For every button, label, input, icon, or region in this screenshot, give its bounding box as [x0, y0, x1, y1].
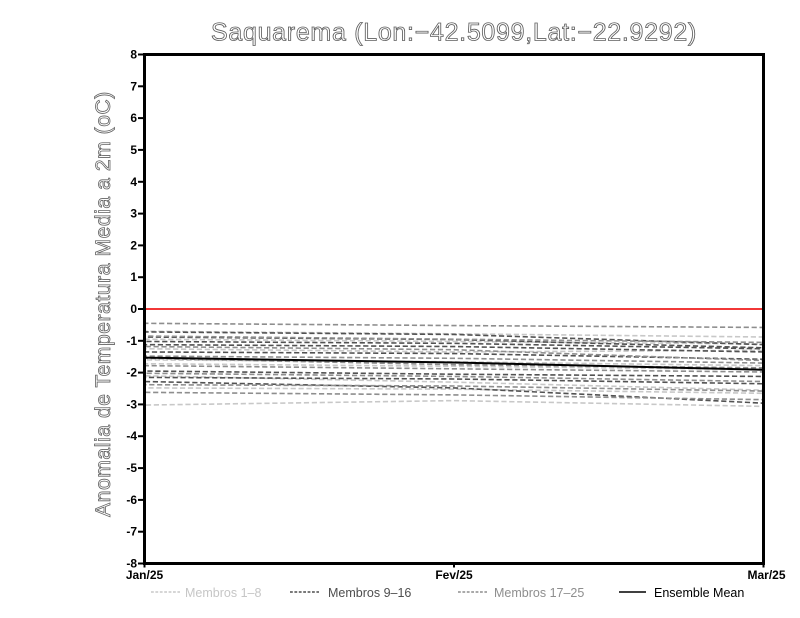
svg-text:Saquarema (Lon:−42.5099,Lat:−2: Saquarema (Lon:−42.5099,Lat:−22.9292)	[211, 19, 697, 47]
svg-text:Mar/25: Mar/25	[747, 568, 785, 582]
svg-text:-7: -7	[126, 525, 137, 539]
svg-text:-8: -8	[126, 557, 137, 571]
svg-text:Anomalia de Temperatura Media: Anomalia de Temperatura Media a 2m (oC)	[92, 91, 115, 517]
svg-text:3: 3	[130, 207, 137, 221]
svg-text:-5: -5	[126, 461, 137, 475]
svg-text:2: 2	[130, 238, 137, 252]
svg-text:-2: -2	[126, 366, 137, 380]
svg-text:Fev/25: Fev/25	[435, 568, 473, 582]
svg-text:Jan/25: Jan/25	[126, 568, 164, 582]
svg-text:4: 4	[130, 175, 137, 189]
svg-text:6: 6	[130, 111, 137, 125]
svg-text:-4: -4	[126, 429, 137, 443]
svg-text:1: 1	[130, 270, 137, 284]
svg-text:7: 7	[130, 79, 137, 93]
svg-text:-1: -1	[126, 334, 137, 348]
svg-text:Membros 1–8: Membros 1–8	[185, 586, 261, 600]
svg-text:Membros 17–25: Membros 17–25	[494, 586, 584, 600]
svg-text:8: 8	[130, 48, 137, 62]
svg-text:-3: -3	[126, 397, 137, 411]
svg-text:-6: -6	[126, 493, 137, 507]
svg-text:5: 5	[130, 143, 137, 157]
svg-text:Ensemble Mean: Ensemble Mean	[654, 586, 744, 600]
svg-text:0: 0	[130, 302, 137, 316]
svg-text:Membros 9–16: Membros 9–16	[328, 586, 411, 600]
